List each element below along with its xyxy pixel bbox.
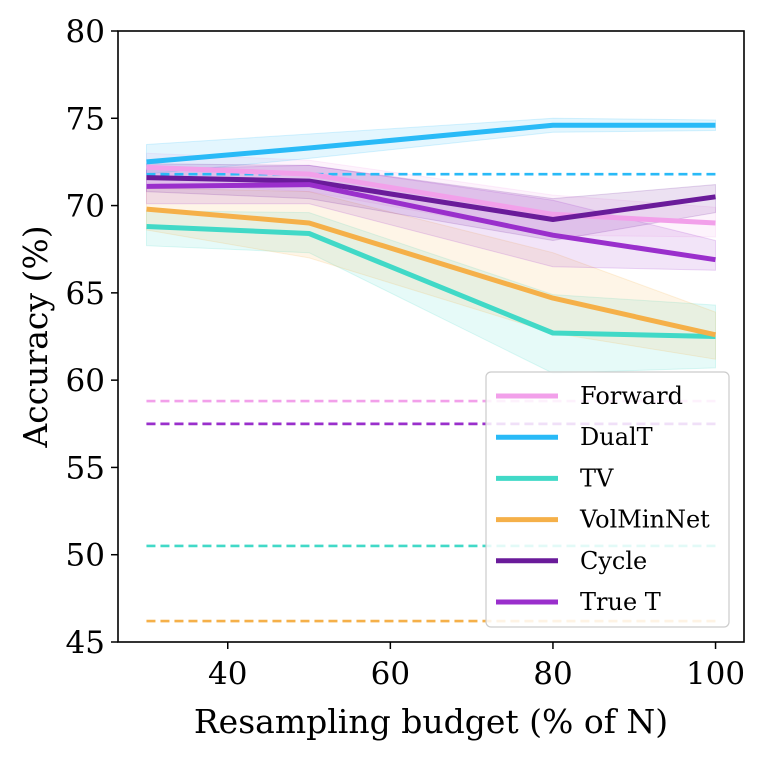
legend-label-tv: TV [580, 464, 614, 492]
line-dualt [146, 122, 716, 165]
y-tick-label: 75 [66, 101, 105, 137]
y-tick-label: 60 [66, 363, 105, 399]
legend-label-dualt: DualT [580, 423, 653, 451]
y-tick-label: 55 [66, 450, 105, 486]
line-volminnet [146, 206, 717, 338]
series-lines [146, 122, 717, 339]
y-tick-label: 80 [66, 14, 105, 50]
legend-label-forward: Forward [580, 382, 683, 410]
plot-frame [117, 30, 745, 643]
y-tick-label: 50 [66, 538, 105, 574]
baseline-lines [146, 172, 716, 623]
y-tick-label: 65 [66, 276, 105, 312]
legend-label-cycle: Cycle [580, 547, 647, 575]
legend-label-true-t: True T [580, 588, 661, 616]
legend: Forward DualT TV VolMinNet Cycle True T [485, 371, 730, 628]
line-cycle [146, 175, 716, 222]
line-tv [146, 224, 716, 339]
line-forward [146, 164, 716, 226]
y-axis-label: Accuracy (%) [16, 225, 55, 448]
line-true-t [146, 182, 716, 263]
band-true-t [146, 164, 716, 271]
x-tick-label: 40 [208, 656, 247, 692]
x-axis-ticks: 40 60 80 100 [208, 642, 745, 692]
y-axis-ticks: 45 50 55 60 65 70 75 80 [66, 14, 118, 661]
x-tick-label: 60 [371, 656, 410, 692]
x-tick-label: 100 [686, 656, 745, 692]
y-tick-label: 70 [66, 189, 105, 225]
y-tick-label: 45 [66, 625, 105, 661]
x-tick-label: 80 [533, 656, 572, 692]
legend-label-volminnet: VolMinNet [579, 506, 710, 534]
x-axis-label: Resampling budget (% of N) [194, 702, 668, 741]
